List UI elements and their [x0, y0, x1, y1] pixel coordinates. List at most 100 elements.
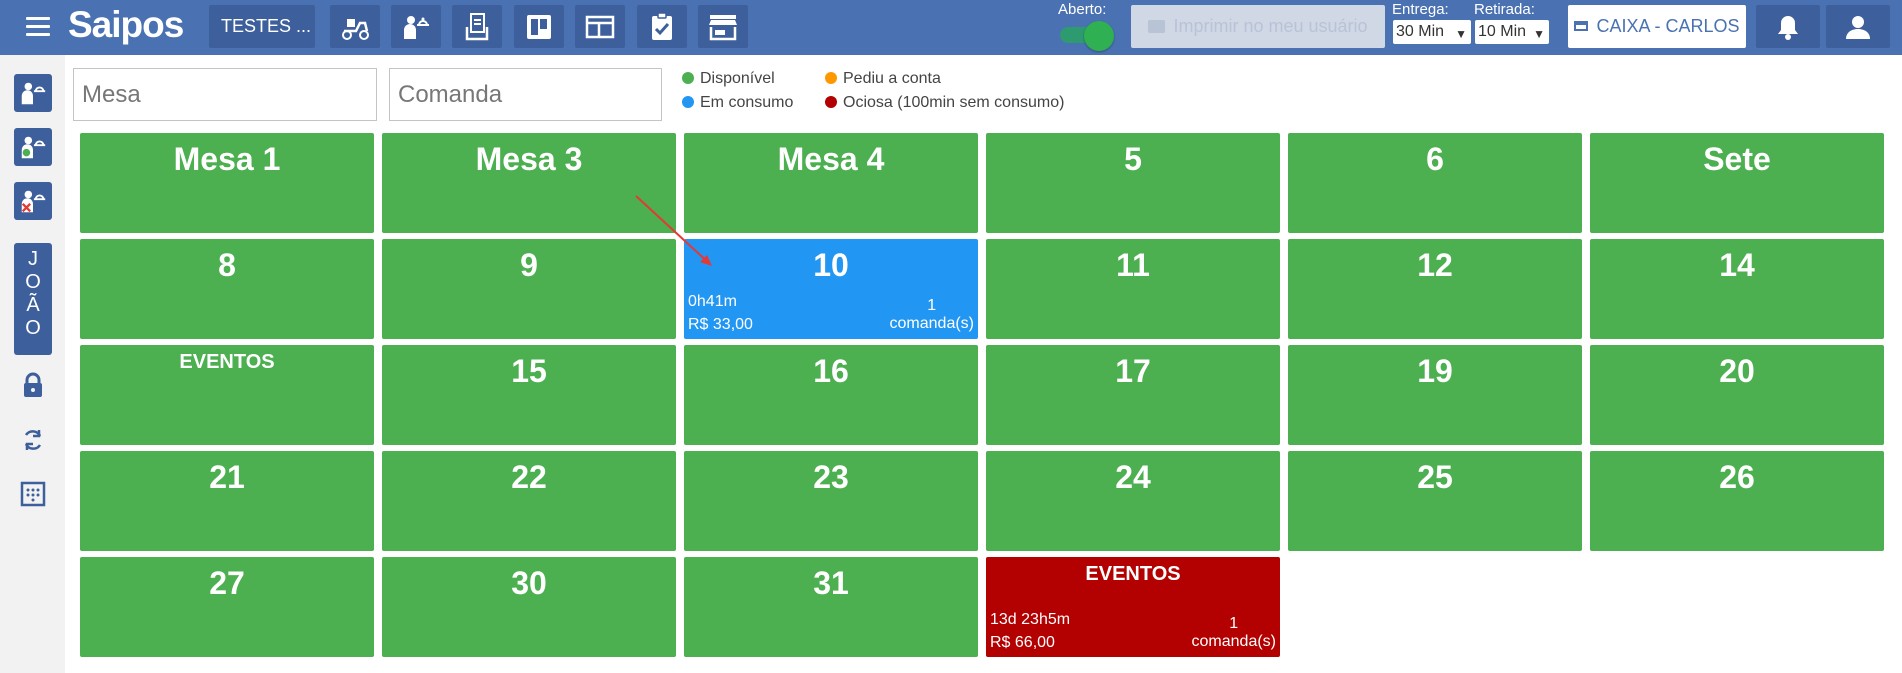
- table-tile[interactable]: 25: [1288, 451, 1582, 551]
- waiter-name-letter: O: [25, 317, 41, 339]
- checklist-button[interactable]: [637, 5, 687, 48]
- table-name: EVENTOS: [1085, 563, 1181, 585]
- bell-icon: [1778, 15, 1798, 40]
- table-name: Mesa 3: [475, 141, 583, 177]
- table-tile[interactable]: 22: [382, 451, 676, 551]
- cashier-button-label: CAIXA - CARLOS: [1596, 16, 1740, 36]
- store-button[interactable]: [698, 5, 748, 48]
- table-tile[interactable]: 20: [1590, 345, 1884, 445]
- tables-button[interactable]: [514, 5, 564, 48]
- legend-disponivel: Disponível: [682, 70, 775, 88]
- table-tile[interactable]: 30: [382, 557, 676, 657]
- sidebar: J O Ã O: [0, 55, 65, 673]
- table-name: 31: [813, 565, 849, 601]
- logo: Saipos: [68, 4, 184, 45]
- table-tile[interactable]: 17: [986, 345, 1280, 445]
- legend-dot: [825, 96, 837, 108]
- mesa-search-input[interactable]: [73, 68, 377, 121]
- print-button-label: Imprimir no meu usuário: [1173, 16, 1368, 36]
- waiter-icon: [404, 15, 429, 39]
- table-elapsed-time: 13d 23h5m: [990, 611, 1071, 628]
- legend-em-consumo: Em consumo: [682, 94, 793, 112]
- table-tile[interactable]: 21: [80, 451, 374, 551]
- table-tile[interactable]: 5: [986, 133, 1280, 233]
- table-tile[interactable]: 9: [382, 239, 676, 339]
- table-name: 9: [520, 247, 538, 283]
- grid-icon[interactable]: [20, 481, 46, 507]
- table-tile[interactable]: 23: [684, 451, 978, 551]
- cashier-button[interactable]: CAIXA - CARLOS: [1568, 5, 1746, 48]
- table-tile[interactable]: EVENTOS 13d 23h5m R$ 66,00 1 comanda(s): [986, 557, 1280, 657]
- table-tile[interactable]: Mesa 4: [684, 133, 978, 233]
- table-tile[interactable]: 31: [684, 557, 978, 657]
- clipboard-check-icon: [652, 11, 672, 40]
- legend-dot: [682, 96, 694, 108]
- waiter-button[interactable]: [391, 5, 441, 48]
- legend-label: Pediu a conta: [843, 70, 941, 87]
- table-tile[interactable]: 6: [1288, 133, 1582, 233]
- table-tile[interactable]: 8: [80, 239, 374, 339]
- waiter-name-button[interactable]: J O Ã O: [14, 243, 52, 355]
- chevron-down-icon: ▼: [1533, 27, 1545, 41]
- waiter-payment-button[interactable]: [14, 128, 52, 166]
- table-tile[interactable]: 12: [1288, 239, 1582, 339]
- table-tile[interactable]: 27: [80, 557, 374, 657]
- open-status-label: Aberto:: [1058, 1, 1107, 18]
- table-tile[interactable]: Mesa 3: [382, 133, 676, 233]
- chevron-down-icon: ▼: [1455, 27, 1467, 41]
- table-tile[interactable]: 16: [684, 345, 978, 445]
- waiter-button-1[interactable]: [14, 74, 52, 112]
- table-tile[interactable]: 26: [1590, 451, 1884, 551]
- waiter-cancel-button[interactable]: [14, 182, 52, 220]
- storefront-icon: [709, 14, 737, 40]
- table-tile[interactable]: 10 0h41m R$ 33,00 1 comanda(s): [684, 239, 978, 339]
- delivery-time-value: 30 Min: [1396, 23, 1445, 40]
- table-tile[interactable]: 19: [1288, 345, 1582, 445]
- comanda-count-number: 1: [1229, 615, 1239, 632]
- delivery-time-label: Entrega:: [1392, 1, 1449, 18]
- table-tile[interactable]: Sete: [1590, 133, 1884, 233]
- refresh-icon[interactable]: [20, 427, 46, 453]
- table-comanda-count: 1 comanda(s): [1192, 615, 1276, 651]
- pickup-time-select[interactable]: 10 Min ▼: [1475, 20, 1549, 44]
- comanda-search-input[interactable]: [389, 68, 662, 121]
- legend-ociosa: Ociosa (100min sem consumo): [825, 94, 1064, 112]
- delivery-button[interactable]: [330, 5, 380, 48]
- table-name: 5: [1124, 141, 1142, 177]
- table-tile[interactable]: Mesa 1: [80, 133, 374, 233]
- comanda-count-label: comanda(s): [889, 315, 974, 332]
- table-tile[interactable]: 24: [986, 451, 1280, 551]
- lock-icon[interactable]: [20, 372, 46, 398]
- toggle-knob: [1084, 21, 1114, 51]
- table-total: R$ 33,00: [688, 316, 753, 333]
- open-status-toggle[interactable]: [1058, 21, 1114, 51]
- layout-icon: [585, 15, 615, 38]
- notifications-button[interactable]: [1756, 5, 1820, 48]
- table-name: 20: [1719, 353, 1755, 389]
- table-comanda-count: 1 comanda(s): [890, 297, 974, 333]
- waiter-name-letter: J: [28, 248, 38, 270]
- menu-icon[interactable]: [26, 17, 50, 37]
- table-tile[interactable]: 11: [986, 239, 1280, 339]
- user-menu-button[interactable]: [1826, 5, 1890, 48]
- table-name: 22: [511, 459, 547, 495]
- legend-label: Disponível: [700, 70, 775, 87]
- table-tile[interactable]: EVENTOS: [80, 345, 374, 445]
- table-name: 15: [511, 353, 547, 389]
- table-name: Mesa 1: [173, 141, 281, 177]
- pickup-time-label: Retirada:: [1474, 1, 1535, 18]
- comanda-count-number: 1: [927, 297, 937, 314]
- waiter-money-icon: [21, 136, 46, 159]
- waiter-icon: [21, 82, 46, 105]
- delivery-time-select[interactable]: 30 Min ▼: [1393, 20, 1471, 44]
- print-button[interactable]: Imprimir no meu usuário: [1131, 5, 1385, 48]
- store-selector-button[interactable]: TESTES ...: [209, 5, 315, 48]
- legend-label: Ociosa (100min sem consumo): [843, 94, 1065, 111]
- table-name: 6: [1426, 141, 1444, 177]
- screen-button[interactable]: [575, 5, 625, 48]
- counter-button[interactable]: [452, 5, 502, 48]
- table-name: 8: [218, 247, 236, 283]
- legend-dot: [682, 72, 694, 84]
- table-tile[interactable]: 15: [382, 345, 676, 445]
- table-tile[interactable]: 14: [1590, 239, 1884, 339]
